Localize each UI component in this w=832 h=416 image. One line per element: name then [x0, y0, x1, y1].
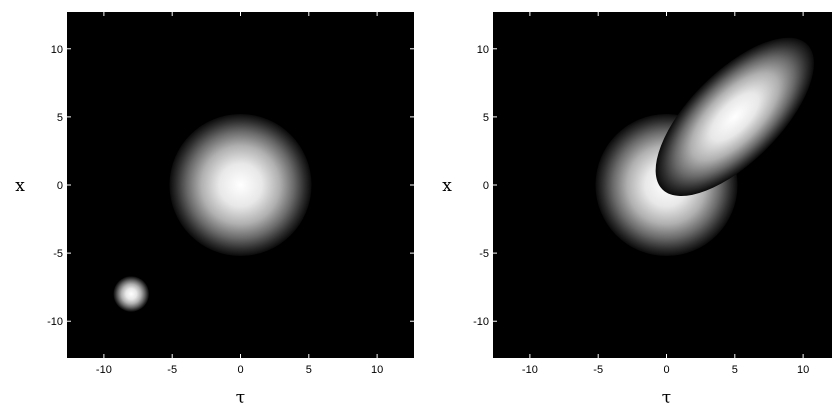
y-tick-label: -5 [479, 248, 489, 260]
x-tick-label: 0 [663, 364, 669, 376]
y-axis-label: x [442, 176, 452, 196]
x-tick-label: 10 [797, 364, 809, 376]
y-tick-label: -10 [473, 316, 489, 328]
heatmap-blobs [113, 113, 312, 312]
y-tick-label: 10 [477, 44, 489, 56]
x-axis-label: τ [662, 388, 671, 408]
x-tick-label: -10 [522, 364, 538, 376]
heatmap-blob [113, 276, 149, 312]
panel-left: -10 -5 0 5 10 -10 -5 0 5 10 τ x [15, 12, 414, 408]
heatmap-blobs [595, 37, 814, 257]
y-tick-label: -10 [47, 316, 63, 328]
y-tick-label: 5 [483, 112, 489, 124]
x-tick-label: 5 [732, 364, 738, 376]
x-tick-label: 0 [237, 364, 243, 376]
y-tick-label: -5 [53, 248, 63, 260]
x-tick-label: 10 [371, 364, 383, 376]
heatmap-blob [655, 37, 814, 197]
y-tick-label: 0 [483, 180, 489, 192]
y-tick-label: 5 [57, 112, 63, 124]
x-tick-label: -5 [167, 364, 177, 376]
y-tick-label: 0 [57, 180, 63, 192]
x-axis-label: τ [236, 388, 245, 408]
panel-right: -10 -5 0 5 10 -10 -5 0 5 10 τ x [442, 12, 832, 408]
x-tick-label: -10 [96, 364, 112, 376]
x-tick-label: 5 [306, 364, 312, 376]
heatmap-blob [169, 113, 312, 257]
x-tick-label: -5 [593, 364, 603, 376]
y-axis-label: x [15, 176, 25, 196]
y-tick-label: 10 [51, 44, 63, 56]
